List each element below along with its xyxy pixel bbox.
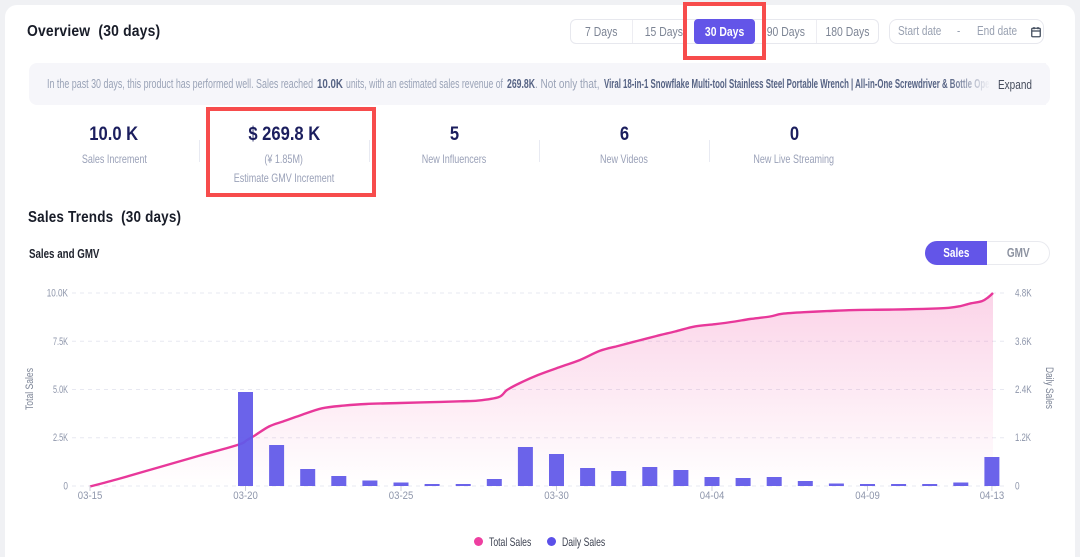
svg-text:Daily Sales: Daily Sales (1043, 367, 1055, 409)
svg-text:10.0K: 10.0K (47, 288, 69, 300)
svg-text:1.2K: 1.2K (1015, 432, 1031, 444)
svg-text:03-30: 03-30 (544, 490, 569, 502)
svg-text:5.0K: 5.0K (53, 384, 68, 396)
svg-text:04-13: 04-13 (980, 490, 1005, 502)
svg-text:0: 0 (63, 481, 68, 493)
svg-text:03-20: 03-20 (233, 490, 257, 502)
svg-text:04-09: 04-09 (855, 490, 880, 502)
svg-text:03-25: 03-25 (389, 490, 414, 502)
svg-text:2.5K: 2.5K (53, 432, 68, 444)
svg-text:04-04: 04-04 (700, 490, 725, 502)
svg-text:0: 0 (1015, 481, 1020, 493)
svg-text:Total Sales: Total Sales (24, 368, 36, 410)
svg-text:7.5K: 7.5K (53, 336, 68, 348)
svg-text:3.6K: 3.6K (1015, 336, 1032, 348)
svg-text:2.4K: 2.4K (1015, 384, 1032, 396)
svg-text:03-15: 03-15 (78, 490, 103, 502)
svg-text:4.8K: 4.8K (1015, 288, 1032, 300)
